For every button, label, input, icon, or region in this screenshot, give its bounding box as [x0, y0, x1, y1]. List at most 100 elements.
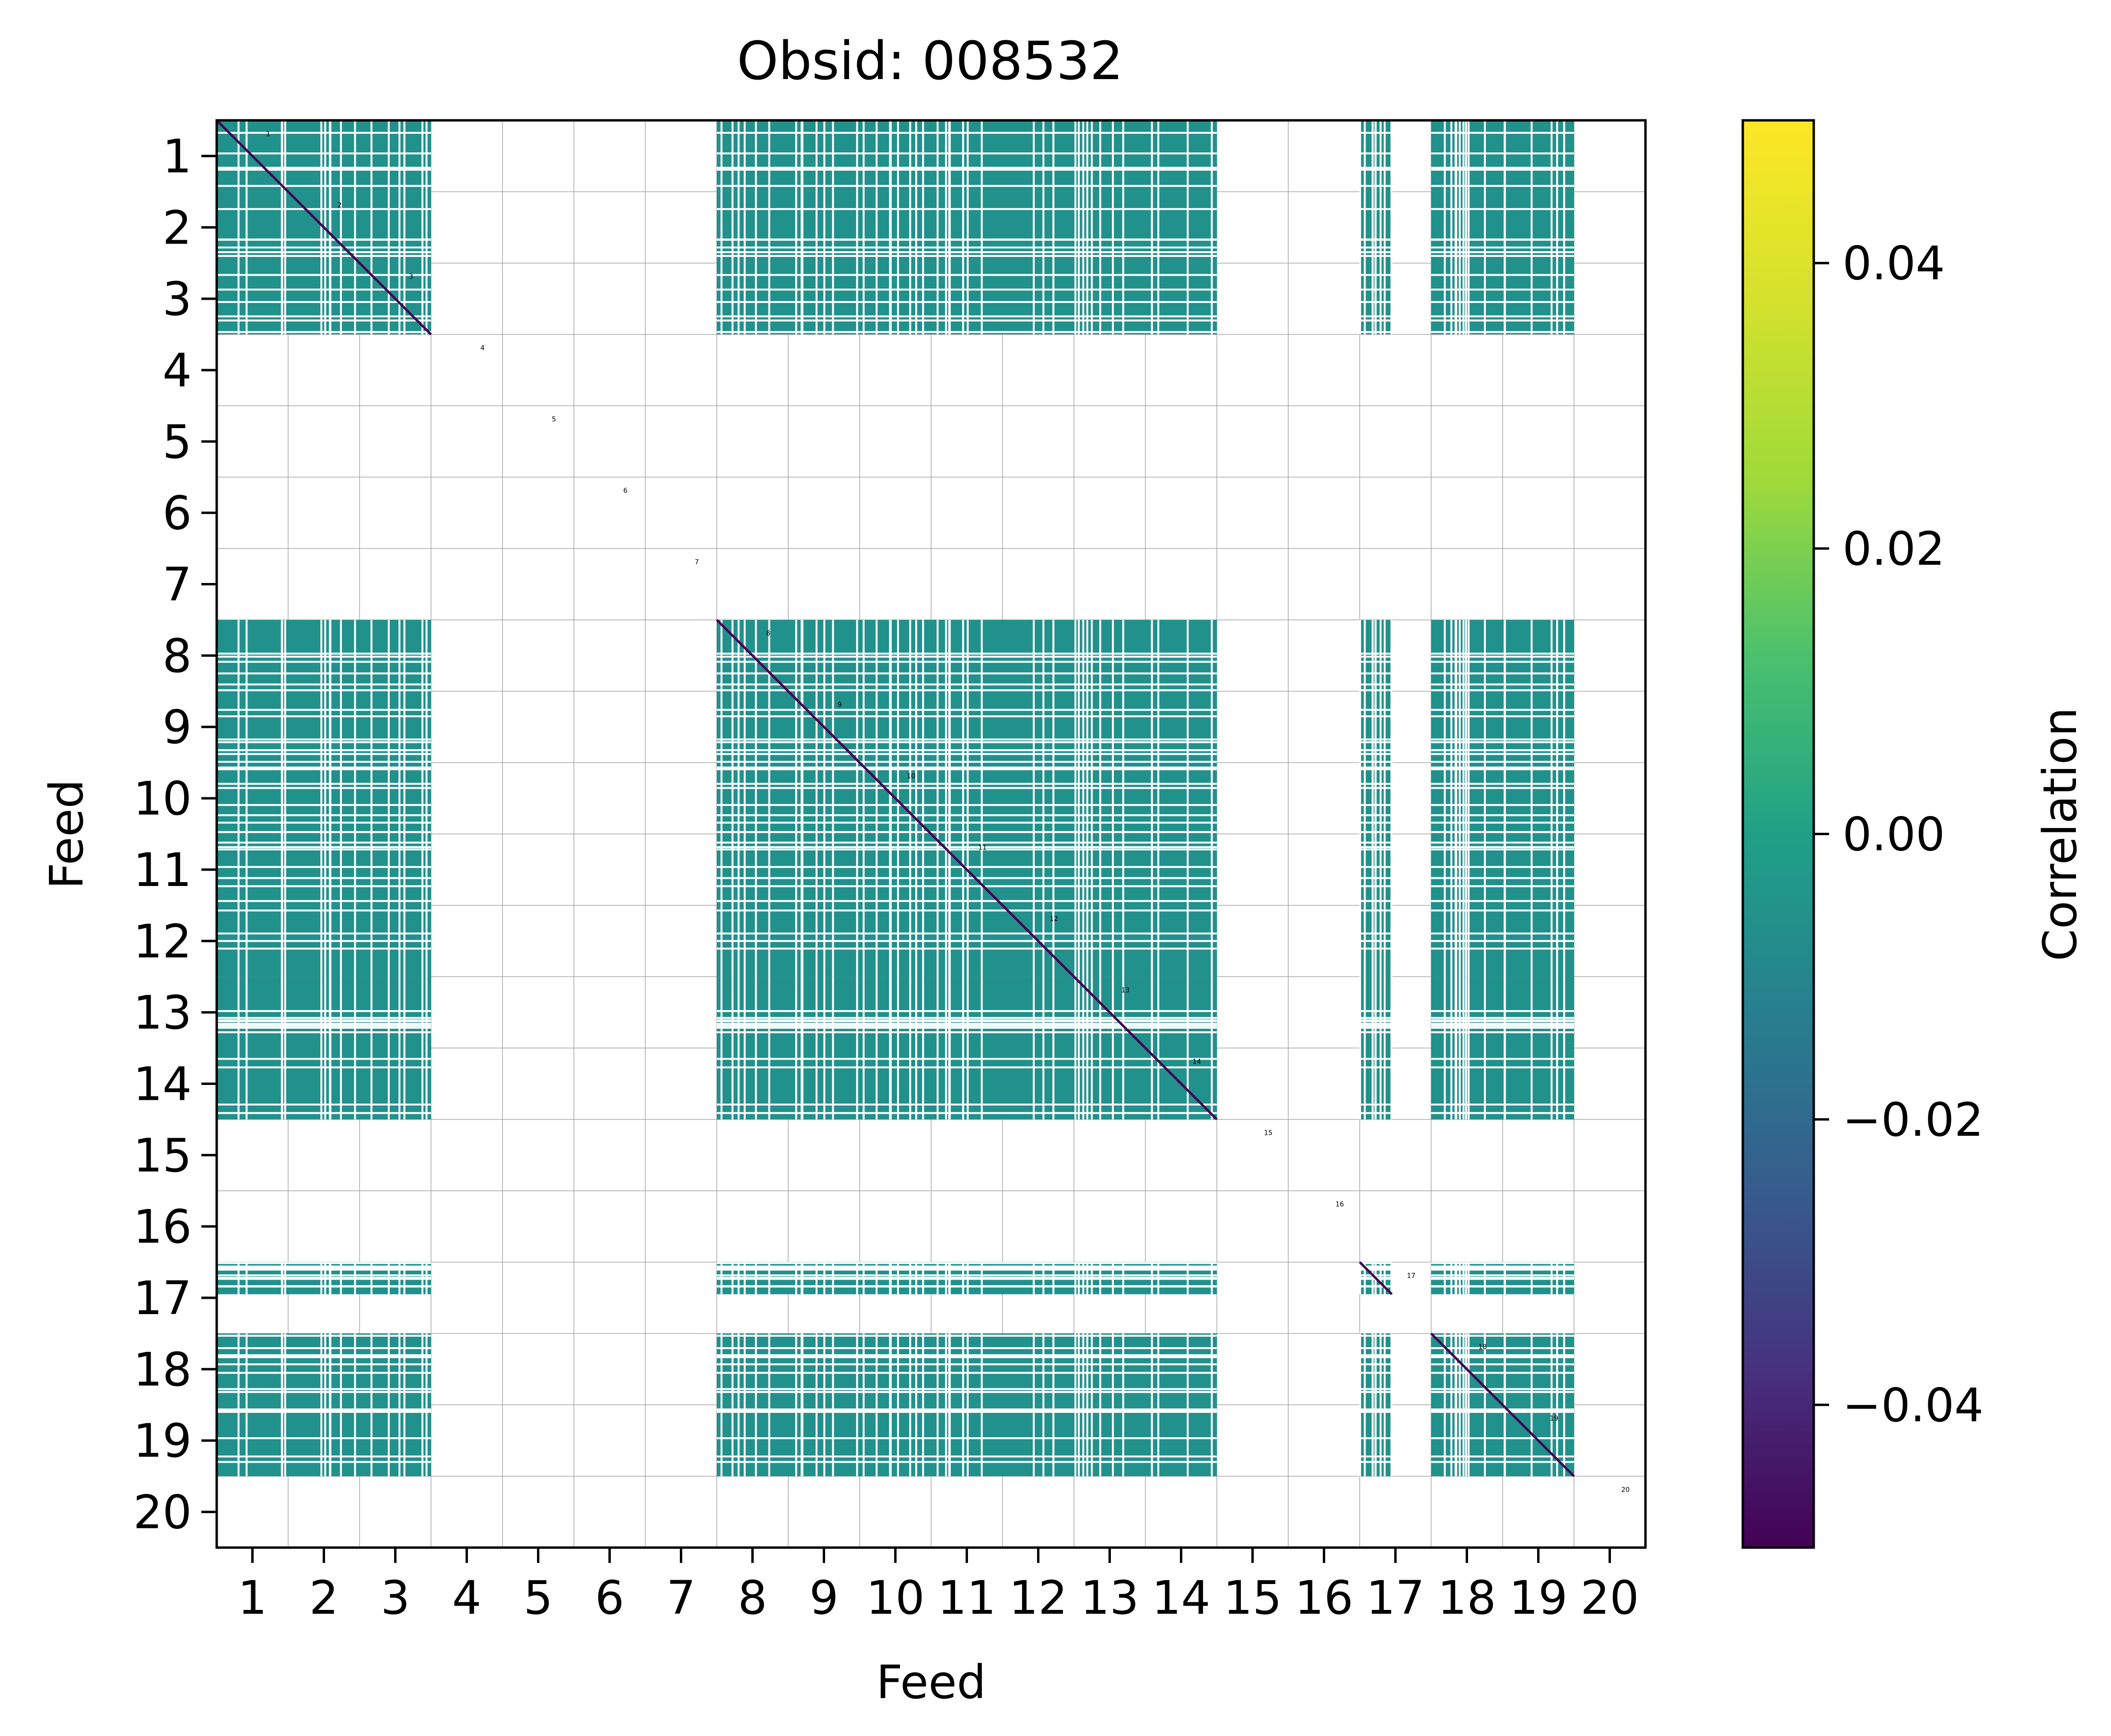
diagonal-label-4: 4 — [480, 344, 485, 352]
heatmap-cell-19-14 — [1145, 1405, 1217, 1477]
heatmap-cell-1-10 — [860, 120, 931, 192]
heatmap-cell-19-10 — [860, 1405, 931, 1477]
x-axis-label: Feed — [876, 1655, 986, 1709]
y-tick-label: 4 — [163, 344, 192, 397]
heatmap-cell-8-1 — [217, 619, 288, 691]
heatmap-cell-13-3 — [360, 977, 431, 1049]
heatmap-cell-14-13 — [1074, 1048, 1145, 1119]
heatmap-cell-2-14 — [1145, 191, 1217, 263]
heatmap-cell-8-12 — [1003, 619, 1074, 691]
x-tick-label: 10 — [866, 1571, 924, 1625]
heatmap-cell-9-3 — [360, 691, 431, 763]
x-tick-label: 7 — [666, 1571, 696, 1625]
heatmap-cell-13-19 — [1503, 977, 1574, 1049]
heatmap-cell-19-3 — [360, 1405, 431, 1477]
heatmap-cell-8-19 — [1503, 619, 1574, 691]
x-tick-label: 12 — [1009, 1571, 1067, 1625]
heatmap-cell-11-14 — [1145, 834, 1217, 906]
heatmap-cell-14-1 — [217, 1048, 288, 1119]
heatmap-cell-1-13 — [1074, 120, 1145, 192]
diagonal-label-11: 11 — [978, 844, 987, 851]
colorbar-tick-label: 0.04 — [1843, 237, 1945, 291]
plot-frame — [215, 119, 1647, 1549]
colorbar-label: Correlation — [2033, 707, 2087, 961]
y-tick-label: 6 — [163, 487, 192, 540]
diagonal-line — [216, 119, 1575, 1477]
diagonal-mark-19 — [1502, 1404, 1575, 1477]
heatmap-cell-13-1 — [217, 977, 288, 1049]
y-tick-label: 20 — [133, 1486, 192, 1539]
x-tick-label: 15 — [1223, 1571, 1282, 1625]
colorbar-tick-label: 0.02 — [1843, 522, 1945, 576]
diagonal-mark-12 — [1002, 904, 1075, 978]
diagonal-label-10: 10 — [907, 772, 915, 780]
heatmap-cell-19-1 — [217, 1405, 288, 1477]
heatmap-cell-18-19 — [1503, 1333, 1574, 1405]
diagonal-mark-2 — [287, 191, 361, 264]
heatmap-cell-13-8 — [717, 977, 788, 1049]
x-tick-label: 13 — [1080, 1571, 1139, 1625]
heatmap-cell-8-13 — [1074, 619, 1145, 691]
y-tick-label: 19 — [133, 1414, 192, 1468]
heatmap-cells — [217, 120, 1574, 1477]
y-tick-label: 3 — [163, 272, 192, 326]
diagonal-mark-3 — [359, 262, 432, 336]
heatmap-cell-19-2 — [288, 1405, 360, 1477]
x-axis-ticks: 1 2 3 4 5 6 7 8 9 10 11 12 13 14 15 16 17 18 19 20 — [238, 1548, 1639, 1625]
heatmap-cell-2-10 — [860, 191, 931, 263]
y-tick-label: 15 — [133, 1129, 192, 1182]
heatmap-cell-18-14 — [1145, 1333, 1217, 1405]
colorbar — [1741, 119, 1815, 1549]
heatmap-cell-2-1 — [217, 191, 288, 263]
x-tick-label: 5 — [524, 1571, 553, 1625]
heatmap-cell-9-8 — [717, 691, 788, 763]
x-tick-label: 2 — [309, 1571, 338, 1625]
colorbar-tick-label: 0.00 — [1843, 808, 1945, 862]
heatmap-cell-13-10 — [860, 977, 931, 1049]
heatmap-cell-11-12 — [1003, 834, 1074, 906]
diagonal-mark-14 — [1144, 1047, 1218, 1120]
diagonal-label-15: 15 — [1264, 1130, 1272, 1137]
heatmap-cell-9-12 — [1003, 691, 1074, 763]
heatmap-cell-2-13 — [1074, 191, 1145, 263]
heatmap-cell-1-3 — [360, 120, 431, 192]
x-tick-label: 20 — [1580, 1571, 1639, 1625]
heatmap-cell-11-10 — [860, 834, 931, 906]
heatmap-cell-11-1 — [217, 834, 288, 906]
heatmap-cell-18-13 — [1074, 1333, 1145, 1405]
heatmap-cell-1-2 — [288, 120, 360, 192]
x-tick-label: 1 — [238, 1571, 267, 1625]
heatmap-cell-18-3 — [360, 1333, 431, 1405]
y-tick-label: 17 — [133, 1271, 192, 1325]
y-tick-label: 1 — [163, 129, 192, 183]
heatmap-cell-1-12 — [1003, 120, 1074, 192]
diagonal-label-6: 6 — [623, 487, 628, 495]
heatmap-cell-1-8 — [717, 120, 788, 192]
diagonal-mark-10 — [859, 761, 932, 835]
heatmap-cell-11-8 — [717, 834, 788, 906]
diagonal-label-19: 19 — [1550, 1415, 1558, 1422]
diagonal-label-18: 18 — [1478, 1343, 1487, 1351]
heatmap-cell-19-8 — [717, 1405, 788, 1477]
y-tick-label: 8 — [163, 629, 192, 683]
diagonal-label-7: 7 — [695, 559, 699, 566]
heatmap-cell-1-14 — [1145, 120, 1217, 192]
diagonal-mark-8 — [716, 619, 789, 692]
heatmap-cell-14-19 — [1503, 1048, 1574, 1119]
diagonal-label-5: 5 — [552, 416, 556, 423]
diagonal-mark-9 — [787, 690, 861, 764]
heatmap-cell-8-2 — [288, 619, 360, 691]
heatmap-cell-2-12 — [1003, 191, 1074, 263]
heatmap-cell-18-12 — [1003, 1333, 1074, 1405]
y-tick-label: 16 — [133, 1200, 192, 1254]
heatmap-cell-3-10 — [860, 263, 931, 335]
heatmap-cell-11-3 — [360, 834, 431, 906]
heatmap-cell-9-10 — [860, 691, 931, 763]
y-tick-label: 9 — [163, 700, 192, 754]
heatmap-cell-19-13 — [1074, 1405, 1145, 1477]
x-tick-label: 16 — [1295, 1571, 1353, 1625]
diagonal-mark-13 — [1073, 976, 1146, 1049]
heatmap-cell-19-12 — [1003, 1405, 1074, 1477]
heatmap-cell-13-2 — [288, 977, 360, 1049]
